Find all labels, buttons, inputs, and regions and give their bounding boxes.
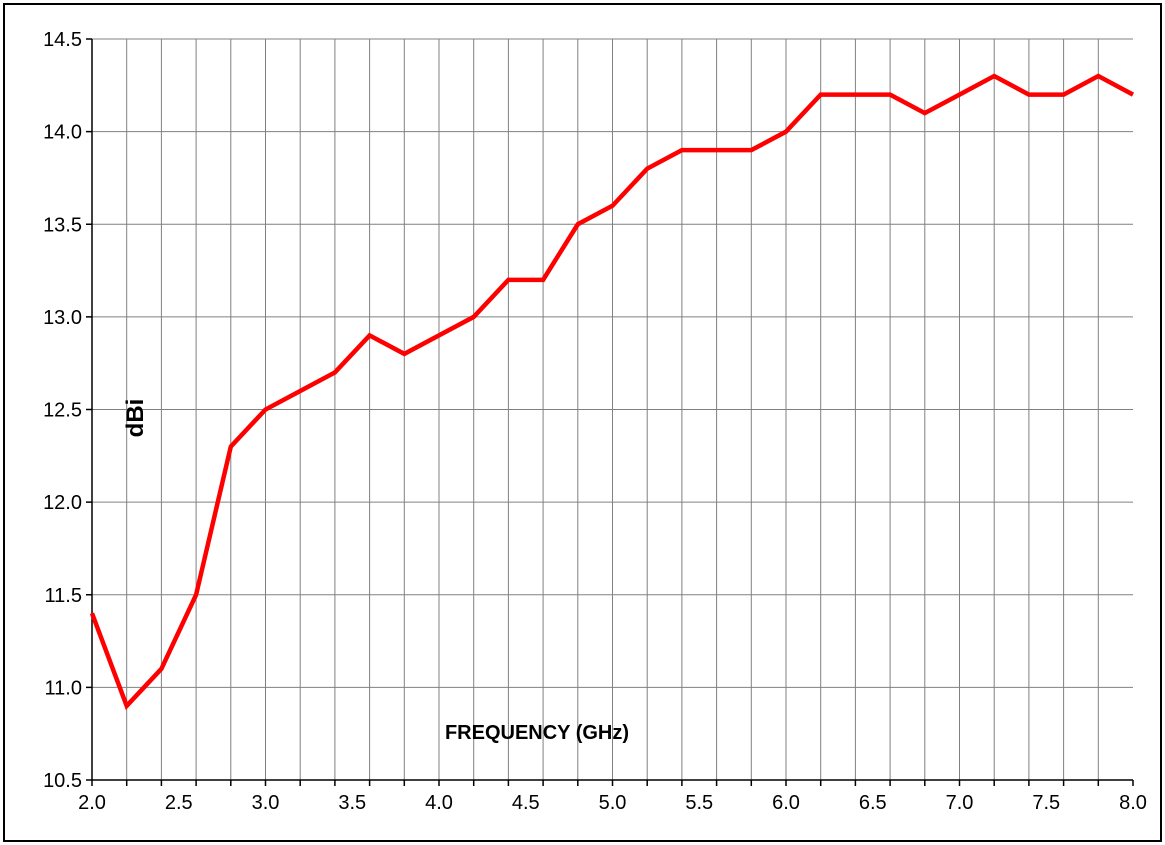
y-tick-label: 13.0 bbox=[43, 307, 82, 329]
x-tick-label: 6.5 bbox=[859, 792, 887, 814]
chart-frame: 10.5 11.0 11.5 12.0 12.5 13.0 13.5 14.0 14.5 2.0 2… bbox=[3, 3, 1162, 842]
x-tick-label: 4.0 bbox=[425, 792, 453, 814]
y-tick-label: 13.5 bbox=[43, 214, 82, 236]
y-tick-label: 14.5 bbox=[43, 29, 82, 51]
y-tick-label: 11.0 bbox=[45, 677, 82, 699]
x-tick-label: 4.5 bbox=[512, 792, 540, 814]
x-tick-label: 5.5 bbox=[685, 792, 713, 814]
y-tick-label: 12.0 bbox=[43, 492, 82, 514]
tick-labels: 10.5 11.0 11.5 12.0 12.5 13.0 13.5 14.0 14.5 2.0 2… bbox=[43, 29, 1147, 814]
x-tick-label: 7.0 bbox=[946, 792, 974, 814]
x-tick-label: 8.0 bbox=[1119, 792, 1147, 814]
x-axis-title: FREQUENCY (GHz) bbox=[445, 722, 629, 744]
x-tick-label: 7.5 bbox=[1032, 792, 1060, 814]
x-tick-label: 5.0 bbox=[599, 792, 627, 814]
x-tick-label: 3.5 bbox=[338, 792, 366, 814]
y-tick-label: 12.5 bbox=[43, 400, 82, 422]
y-tick-label: 14.0 bbox=[43, 122, 82, 144]
x-tick-label: 2.0 bbox=[78, 792, 106, 814]
series-layer bbox=[89, 73, 1135, 711]
y-axis-title: dBi bbox=[122, 399, 149, 438]
y-tick-label: 11.5 bbox=[45, 585, 82, 607]
line-chart: 10.5 11.0 11.5 12.0 12.5 13.0 13.5 14.0 14.5 2.0 2… bbox=[43, 29, 1147, 814]
x-tick-label: 3.0 bbox=[252, 792, 280, 814]
y-tick-label: 10.5 bbox=[43, 770, 82, 792]
x-tick-label: 2.5 bbox=[165, 792, 193, 814]
x-tick-label: 6.0 bbox=[772, 792, 800, 814]
grid-lines bbox=[92, 38, 1133, 781]
axes bbox=[86, 38, 1134, 786]
